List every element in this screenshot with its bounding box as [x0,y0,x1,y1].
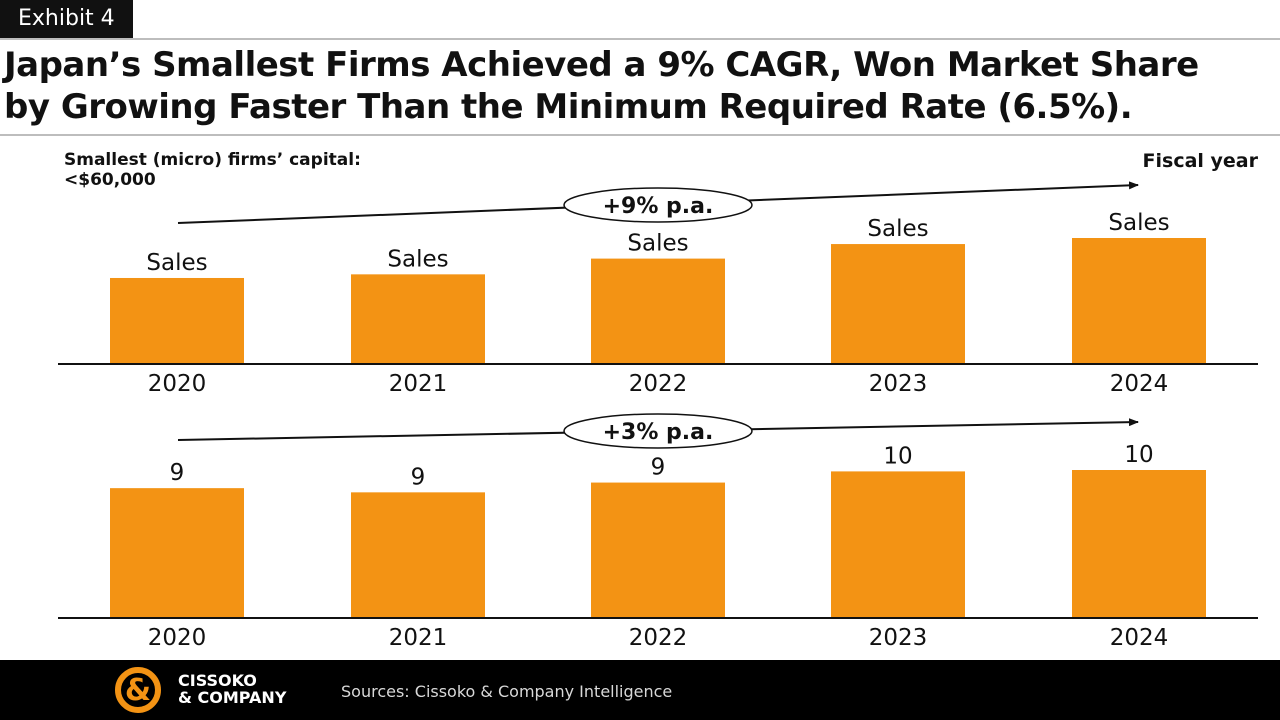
bar-label: 9 [170,460,185,486]
sales-chart-panel: +9% p.a. Sales 2020 Sales 2021 Sales 2022 Sales… [58,181,1258,397]
bar-label: Sales [627,231,688,257]
bar-label: Sales [867,216,928,242]
year-tick-label: 2024 [1110,625,1169,651]
year-tick-label: 2020 [148,625,207,651]
year-tick-label: 2021 [389,371,448,397]
subtitle-line-2: <$60,000 [64,170,156,190]
bar-label: Sales [146,250,207,276]
bar-label: 10 [1124,442,1153,468]
svg-text:&: & [125,673,151,708]
logo-line-1: CISSOKO [178,671,257,690]
year-tick-label: 2023 [869,371,928,397]
header-rule [0,38,1280,40]
year-tick-label: 2022 [629,625,688,651]
chart-subtitle: Smallest (micro) firms’ capital: <$60,00… [64,150,361,190]
footer-bar [0,660,1280,720]
bar-2022 [591,258,725,364]
bar-2021 [351,274,485,364]
bar-2024 [1072,470,1206,618]
bar-label: 9 [411,464,426,490]
bar-2023 [831,471,965,618]
year-tick-label: 2023 [869,625,928,651]
growth-rate-label: +3% p.a. [603,420,714,445]
company-logo-icon: & [115,667,161,713]
year-tick-label: 2024 [1110,371,1169,397]
growth-pill [563,413,753,449]
growth-pill [563,187,753,223]
bar-2021 [351,492,485,618]
bar-label: Sales [1108,210,1169,236]
bar-2022 [591,482,725,618]
bar-2023 [831,244,965,364]
bar-label: Sales [387,246,448,272]
company-logo-text: CISSOKO & COMPANY [178,672,286,706]
bar-2020 [110,277,244,364]
page-title: Japan’s Smallest Firms Achieved a 9% CAG… [4,44,1274,128]
exhibit-label: Exhibit 4 [0,0,133,38]
title-line-2: by Growing Faster Than the Minimum Requi… [4,87,1133,127]
logo-line-2: & COMPANY [178,688,287,707]
bar-2024 [1072,238,1206,364]
bar-charts: +9% p.a. Sales 2020 Sales 2021 Sales 2022 Sales… [58,181,1258,651]
count-chart-panel: +3% p.a. 9 2020 9 2021 9 2022 10 2023 10 2024 [58,413,1258,651]
bar-label: 9 [651,455,666,481]
subtitle-line-1: Smallest (micro) firms’ capital: [64,150,361,170]
title-line-1: Japan’s Smallest Firms Achieved a 9% CAG… [4,45,1199,85]
title-rule [0,134,1280,136]
bar-2020 [110,488,244,618]
growth-rate-label: +9% p.a. [603,194,714,219]
year-tick-label: 2021 [389,625,448,651]
year-tick-label: 2020 [148,371,207,397]
year-tick-label: 2022 [629,371,688,397]
bar-label: 10 [883,443,912,469]
fiscal-year-note: Fiscal year [1142,150,1258,172]
sources-note: Sources: Cissoko & Company Intelligence [341,682,673,701]
